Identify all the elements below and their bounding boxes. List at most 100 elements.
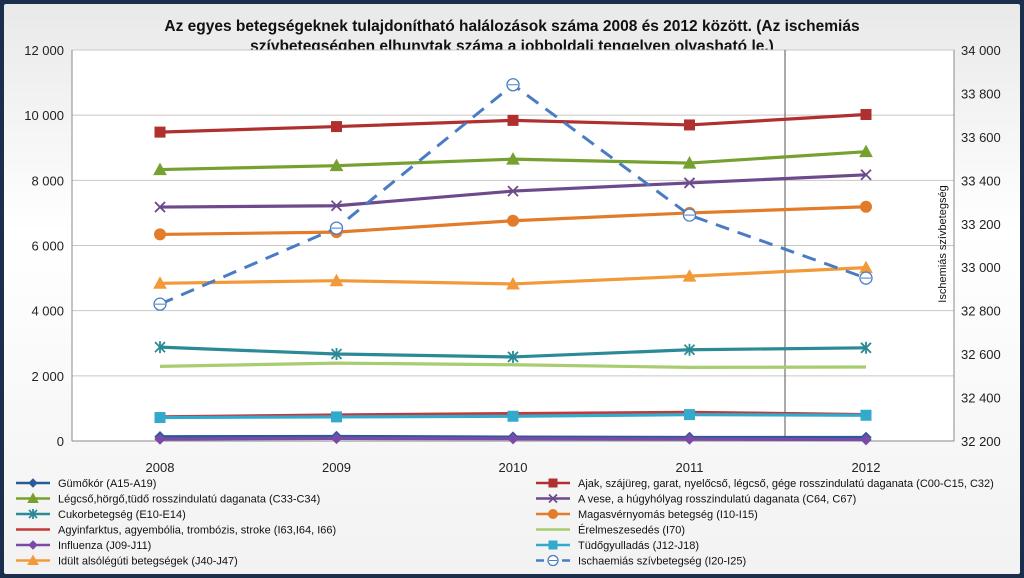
series-relmeszesed-s-i70 [159,361,867,369]
data-point [506,78,520,92]
y2-tick-label: 33 800 [961,86,1001,101]
y-tick-label: 2 000 [31,369,64,384]
data-point [331,121,342,133]
marker-diamond [28,478,38,488]
y2-tick-label: 32 800 [961,304,1001,319]
marker-triangle [27,554,39,565]
legend-label: Influenza (J09-J11) [58,540,151,552]
data-point [330,348,343,361]
y2-tick-label: 33 400 [961,173,1001,188]
y2-tick-label: 32 200 [961,434,1001,449]
x-tick-label: 2010 [499,460,528,475]
data-point [684,409,695,421]
data-point [860,433,872,446]
data-point [683,343,696,356]
chart-title-line-1: Az egyes betegségeknek tulajdonítható ha… [164,18,859,35]
data-point [330,432,343,445]
y2-tick-label: 33 600 [961,130,1001,145]
legend-label: A vese, a húgyhólyag rosszindulatú dagan… [578,494,856,506]
data-point [684,119,695,131]
data-point [153,162,167,176]
series-influenza-j09-j11 [154,432,872,446]
y2-tick-label: 33 200 [961,217,1001,232]
marker-stroke [507,185,519,197]
data-point [507,114,519,126]
gridlines [71,49,955,442]
y-tick-label: 4 000 [31,304,64,319]
marker-open-circle [547,554,559,567]
y2-tick-label: 33 000 [961,260,1001,275]
legend-label: Idült alsólégúti betegségek (J40-J47) [58,556,238,568]
legend-entry: Légcső,hörgő,tüdő rosszindulatú daganata… [16,492,320,506]
marker-diamond [28,540,38,550]
x-tick-label: 2011 [676,460,704,475]
chart-frame: Az egyes betegségeknek tulajdonítható ha… [4,4,1020,574]
marker-circle [548,509,558,519]
data-point [507,214,519,227]
y-tick-label: 8 000 [31,173,64,188]
data-point [154,433,166,445]
data-point [153,297,167,311]
data-point [154,412,166,424]
series-t-d-gyullad-s-j12-j18 [154,409,872,424]
data-point [507,433,519,445]
legend-label: Érelmeszesedés (I70) [578,524,685,537]
y2-tick-label: 32 400 [961,391,1001,406]
x-tick-label: 2012 [852,460,881,475]
series-a-vese-a-h-gyh-lyag-rosszindulat-daganata-c64-c67 [154,169,872,213]
axes: 0 2 000 4 000 6 000 8 000 10 000 12 000 32 200 3… [24,43,1001,475]
series-id-lt-als-l-g-ti-betegs-gek-j40-j47 [153,260,873,290]
legend-entry: Tüdőgyulladás (J12-J18) [536,540,699,552]
legend-label: Gümőkór (A15-A19) [58,478,156,490]
legend-label: Cukorbetegség (E10-E14) [58,509,186,521]
y-tick-label: 12 000 [24,43,64,58]
series-cukorbetegs-g-e10-e14 [154,341,872,363]
data-point [506,152,520,165]
marker-asterisk [28,509,38,519]
series-line [159,361,867,369]
data-point [682,269,697,282]
data-point [153,276,167,289]
data-point [329,158,344,172]
y2-tick-label: 34 000 [961,43,1001,58]
line-chart: Az egyes betegségeknek tulajdonítható ha… [16,18,1001,568]
y2-axis-label: Ischemiás szívbetegség [937,185,949,302]
data-point [860,409,872,421]
x-tick-label: 2009 [322,460,351,475]
data-point [154,341,166,354]
legend-label: Ajak, szájüreg, garat, nyelőcső, légcső,… [578,478,994,490]
data-point [860,200,872,213]
y-tick-label: 6 000 [31,239,64,254]
legend-entry: Gümőkór (A15-A19) [16,478,156,490]
data-point [860,109,872,121]
marker-stroke [330,200,343,212]
data-point [860,341,872,354]
marker-x [548,493,558,504]
legend-entry: Cukorbetegség (E10-E14) [16,509,186,521]
data-point [506,276,520,290]
data-point [859,271,873,285]
data-point [683,433,696,445]
marker-square [548,540,558,550]
marker-stroke [860,169,872,181]
series-l-gcs-h-rg-t-d-rosszindulat-daganata-c33-c34 [153,144,873,176]
series-ischaemi-s-sz-vbetegs-g-i20-i25 [153,78,873,311]
marker-stroke [548,493,558,504]
legend-entry: A vese, a húgyhólyag rosszindulatú dagan… [536,494,856,506]
legend: Gümőkór (A15-A19) Ajak, szájüreg, garat, … [16,478,994,568]
marker-stroke [154,201,166,213]
marker-square [548,478,558,488]
series-ajak-sz-j-reg-garat-nyel-cs-l-gcs-g-ge-rosszindulat-daganata-c00-c15-c32 [154,109,872,138]
data-point [330,200,343,212]
legend-entry: Ajak, szájüreg, garat, nyelőcső, légcső,… [536,478,994,490]
legend-entry: Ischaemiás szívbetegség (I20-I25) [536,554,746,568]
legend-entry: Magasvérnyomás betegség (I10-I15) [536,509,758,521]
data-point [154,228,166,241]
legend-label: Légcső,hörgő,tüdő rosszindulatú daganata… [58,494,320,506]
y-tick-label: 0 [57,434,64,449]
legend-entry: Agyinfarktus, agyembólia, trombózis, str… [16,525,336,537]
data-point [507,350,519,363]
data-point [682,156,697,169]
legend-label: Magasvérnyomás betegség (I10-I15) [578,509,758,521]
data-point [154,201,166,213]
